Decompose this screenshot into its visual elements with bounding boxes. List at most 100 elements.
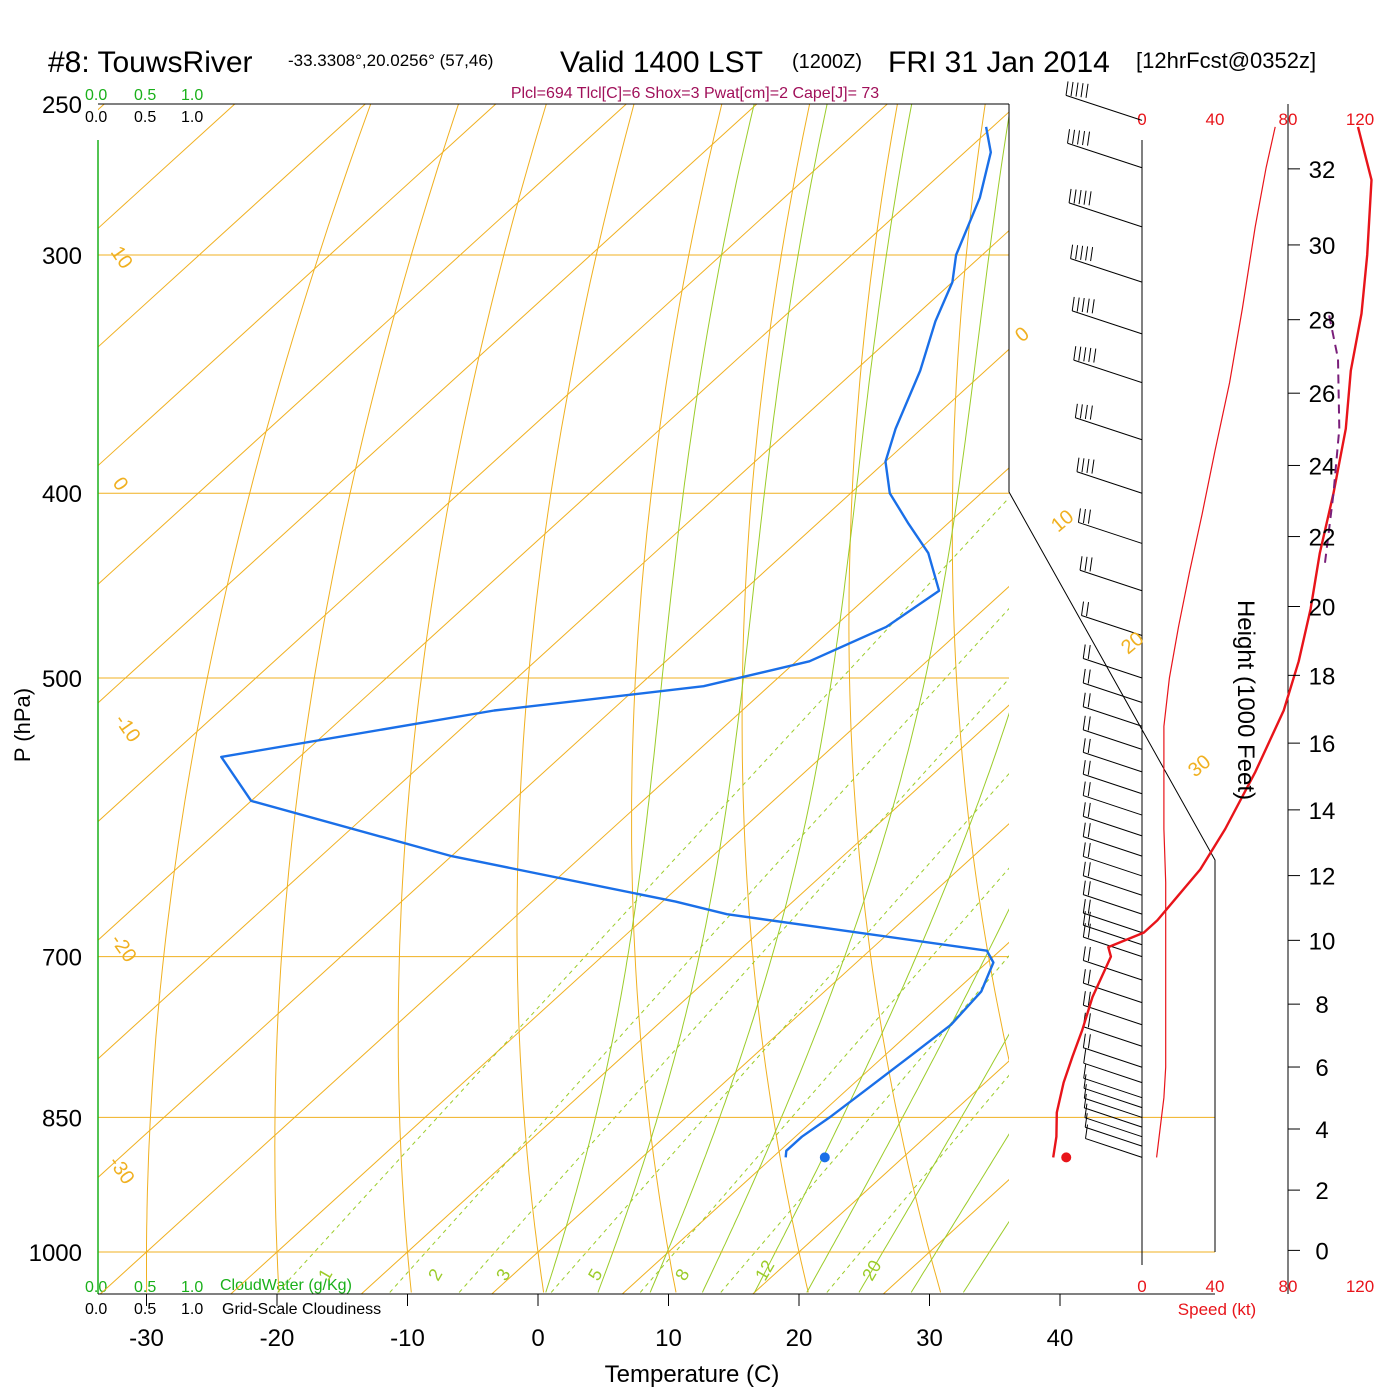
height-tick-label: 14	[1309, 798, 1336, 825]
wind-barb-flag	[1083, 1049, 1087, 1064]
wind-barb-flag	[1087, 693, 1091, 708]
wind-barb	[1083, 1077, 1143, 1099]
wind-barb	[1083, 894, 1143, 915]
wind-barb-flag	[1082, 880, 1086, 895]
isotherm-line	[98, 104, 888, 823]
mixing-ratio-label: 5	[584, 1265, 606, 1284]
stability-indices: Plcl=694 Tlcl[C]=6 Shox=3 Pwat[cm]=2 Cap…	[511, 85, 879, 102]
wind-barb-flag	[1081, 298, 1085, 313]
height-tick-label: 26	[1309, 381, 1336, 408]
moist-adiabat-line	[597, 104, 828, 1293]
wind-barb-flag	[1087, 645, 1091, 660]
wind-barb	[1083, 658, 1143, 679]
wind-barb-flag	[1077, 508, 1081, 523]
wind-barb	[1083, 729, 1143, 750]
wind-barb-flag	[1082, 991, 1086, 1006]
moist-adiabat-line	[701, 112, 1009, 1293]
thermo-grid	[98, 104, 1400, 1294]
speed-tick: 0	[1137, 1277, 1146, 1296]
wind-barb-flag	[1087, 1013, 1091, 1028]
wind-barb-flag	[1082, 861, 1086, 876]
wind-barb-flag	[1082, 969, 1086, 984]
wind-barb-flag	[1076, 457, 1080, 472]
height-tick-label: 2	[1315, 1178, 1328, 1205]
cloudiness-tick: 1.0	[181, 109, 203, 126]
wind-barb-flag	[1085, 83, 1089, 98]
y-tick-label: 250	[42, 92, 82, 119]
isotherm-line	[98, 104, 627, 585]
wind-barb-flag	[1082, 668, 1086, 684]
wind-barb-flag	[1082, 130, 1086, 146]
isotherm-line	[491, 1251, 539, 1294]
wind-barb-flag	[1086, 458, 1090, 473]
moist-adiabat-line	[754, 712, 1009, 1293]
cloud-water-tick: 0.0	[85, 1279, 107, 1296]
height-axis-title: Height (1000 Feet)	[1232, 600, 1259, 800]
wind-barb	[1083, 924, 1143, 946]
wind-barb-flag	[1079, 404, 1083, 419]
x-axis-title: Temperature (C)	[605, 1361, 780, 1388]
wind-barb	[1083, 706, 1143, 727]
isotherm-line	[1060, 104, 1400, 1252]
mixing-ratio-line	[277, 497, 1009, 1293]
x-tick-label: 20	[786, 1325, 813, 1352]
cloudiness-tick: 0.5	[134, 109, 156, 126]
wind-barb-flag	[1087, 738, 1091, 754]
wind-barb	[1083, 751, 1143, 773]
height-tick-label: 6	[1315, 1055, 1328, 1082]
y-axis-title: P (hPa)	[10, 688, 35, 762]
wind-barb-flag	[1087, 923, 1091, 938]
height-tick-label: 20	[1309, 595, 1336, 622]
y-tick-label: 300	[42, 243, 82, 270]
mixing-ratio-label: 8	[671, 1265, 693, 1284]
wind-barb	[1083, 773, 1143, 795]
wind-barb	[1068, 202, 1143, 228]
wind-barb-flag	[1086, 602, 1090, 617]
y-tick-label: 850	[42, 1105, 82, 1132]
wind-barb-flag	[1082, 899, 1086, 914]
isotherm-line	[752, 1251, 800, 1294]
wind-barb-flag	[1082, 842, 1086, 857]
isotherm-line	[98, 104, 497, 467]
wind-barb-flag	[1091, 459, 1095, 474]
station-coords: -33.3308°,20.0256° (57,46)	[288, 51, 493, 70]
isotherm-label: -30	[104, 1152, 139, 1188]
wind-barb	[1083, 912, 1143, 934]
cloud-water-tick: 0.5	[134, 87, 156, 104]
isotherm-label: -20	[106, 930, 141, 966]
wind-barb-flag	[1073, 189, 1077, 204]
wind-barb-flag	[1083, 190, 1087, 205]
height-tick-label: 10	[1309, 928, 1336, 955]
isotherm-label: 0	[108, 473, 132, 495]
wind-barb-flag	[1087, 862, 1091, 877]
dry-adiabat-line	[631, 104, 723, 1293]
moist-adiabat-line	[962, 1220, 1009, 1293]
wind-barb-flag	[1087, 669, 1091, 684]
speed-bottom-scale: 0 40 80 120 Speed (kt)	[1137, 1277, 1374, 1319]
wind-barb-flag	[1087, 716, 1091, 731]
surface-temperature-dot	[1061, 1152, 1072, 1163]
height-tick-label: 30	[1309, 233, 1336, 260]
isotherm-label: 30	[1184, 751, 1215, 782]
wind-barb-flag	[1087, 969, 1091, 984]
wind-barb	[1083, 682, 1143, 703]
wind-barb-flag	[1083, 1074, 1087, 1089]
wind-barb-flag	[1084, 556, 1088, 571]
height-tick-label: 12	[1309, 864, 1336, 891]
wind-barb	[1073, 359, 1143, 384]
dry-adiabat-line	[741, 104, 811, 1293]
wind-barb-flag	[1083, 1084, 1087, 1099]
wind-barb-flag	[1082, 822, 1086, 837]
wind-barb-flag	[1087, 881, 1091, 896]
x-tick-label: -20	[260, 1325, 295, 1352]
height-tick-label: 4	[1315, 1117, 1328, 1144]
isotherm-label: 0	[1011, 323, 1034, 347]
isotherm-label: 10	[106, 242, 137, 273]
mixing-ratio-label: 12	[751, 1257, 778, 1284]
wind-barb-flag	[1081, 458, 1085, 473]
isotherm-line	[621, 1251, 669, 1294]
wind-barb-flag	[1076, 297, 1080, 312]
y-tick-label: 400	[42, 481, 82, 508]
wind-barb-flag	[1085, 246, 1089, 261]
